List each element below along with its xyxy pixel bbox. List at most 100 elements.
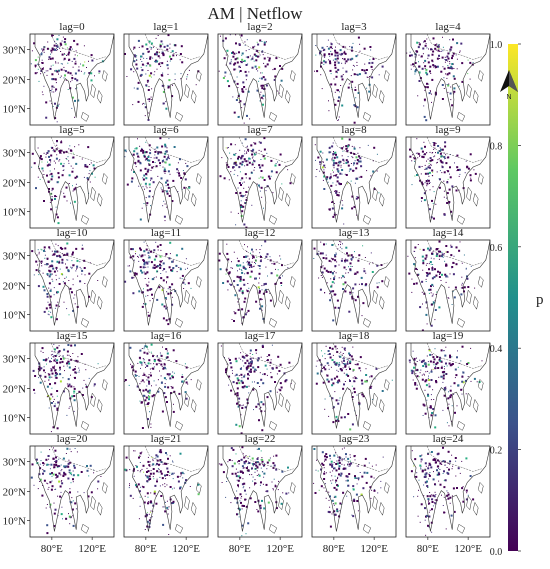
panel-label: lag=11	[151, 227, 181, 239]
island-outline	[96, 398, 103, 413]
map-panel: lag=0 30°N 20°N 10°N	[3, 21, 115, 126]
island-outline	[383, 275, 390, 288]
border-line	[50, 343, 106, 369]
border-line	[144, 240, 200, 266]
panel-label: lag=7	[247, 124, 273, 136]
map-panel: lag=1	[123, 21, 209, 126]
y-tick-label: 20°N	[3, 75, 26, 87]
island-outline	[278, 495, 284, 511]
colorbar-tick-label: 0.8	[490, 141, 503, 152]
island-outline	[362, 317, 372, 328]
island-outline	[190, 398, 197, 413]
island-outline	[372, 495, 378, 511]
panel-frame	[123, 33, 209, 126]
p-value-pixels	[218, 446, 290, 537]
island-outline	[466, 186, 472, 202]
island-outline	[472, 89, 479, 104]
island-outline	[278, 186, 284, 202]
island-outline	[284, 192, 291, 207]
x-tick-label: 120°E	[78, 543, 106, 555]
island-outline	[289, 481, 296, 494]
island-outline	[466, 83, 472, 99]
island-outline	[174, 523, 184, 534]
coastline	[128, 240, 208, 326]
p-value-pixels	[407, 240, 476, 331]
p-value-pixels	[315, 345, 393, 431]
colorbar-tick-label: 0.0	[490, 547, 503, 558]
colorbar-label: p	[536, 292, 544, 308]
island-outline	[456, 523, 466, 534]
panel-frame	[123, 342, 209, 435]
island-outline	[174, 317, 184, 328]
border-line	[332, 240, 388, 266]
panel-frame	[311, 445, 397, 538]
border-line	[426, 34, 482, 60]
p-value-pixels	[220, 344, 292, 434]
island-outline	[466, 392, 472, 408]
panel-label: lag=20	[57, 433, 88, 445]
coastline	[128, 446, 208, 532]
island-outline	[268, 111, 278, 122]
y-tick-label: 20°N	[3, 281, 26, 293]
island-outline	[190, 89, 197, 104]
island-outline	[184, 392, 190, 408]
border-line	[50, 446, 106, 472]
island-outline	[278, 83, 284, 99]
coastline	[316, 240, 396, 326]
island-outline	[195, 69, 202, 82]
panel-frame	[123, 136, 209, 229]
border-line	[238, 446, 294, 472]
map-panel: lag=20 30°N 20°N 10°N 80°E 120°E	[3, 433, 115, 555]
map-panel: lag=5 30°N 20°N 10°N	[3, 124, 115, 229]
panel-label: lag=24	[433, 433, 464, 445]
island-outline	[90, 495, 96, 511]
panel-label: lag=12	[245, 227, 276, 239]
colorbar-tick-label: 0.4	[490, 344, 503, 355]
p-value-pixels	[30, 34, 104, 123]
panel-frame	[29, 33, 115, 126]
island-outline	[466, 495, 472, 511]
panel-frame	[217, 342, 303, 435]
y-tick-label: 30°N	[3, 44, 26, 56]
island-outline	[383, 69, 390, 82]
coastline	[34, 240, 114, 326]
map-panel: lag=12	[217, 227, 303, 332]
island-outline	[284, 89, 291, 104]
panel-label: lag=6	[153, 124, 179, 136]
p-value-pixels	[124, 343, 192, 429]
border-line	[332, 34, 388, 60]
panel-label: lag=3	[341, 21, 367, 33]
panel-label: lag=8	[341, 124, 367, 136]
figure-title: AM | Netflow	[207, 4, 303, 23]
coastline	[222, 137, 302, 223]
island-outline	[195, 172, 202, 185]
y-tick-label: 20°N	[3, 384, 26, 396]
x-tick-label: 80°E	[41, 543, 63, 555]
island-outline	[456, 214, 466, 225]
island-outline	[80, 317, 90, 328]
y-tick-label: 10°N	[3, 413, 26, 425]
border-line	[332, 137, 388, 163]
p-value-pixels	[219, 137, 292, 228]
island-outline	[268, 420, 278, 431]
p-value-pixels	[218, 240, 289, 324]
panel-frame	[311, 136, 397, 229]
p-value-pixels	[124, 34, 200, 121]
map-panel: lag=4	[405, 21, 491, 126]
island-outline	[362, 420, 372, 431]
island-outline	[195, 481, 202, 494]
island-outline	[268, 317, 278, 328]
island-outline	[90, 289, 96, 305]
map-panel: lag=10 30°N 20°N 10°N	[3, 227, 115, 332]
island-outline	[472, 192, 479, 207]
island-outline	[184, 495, 190, 511]
island-outline	[284, 501, 291, 516]
x-tick-label: 120°E	[454, 543, 482, 555]
island-outline	[190, 501, 197, 516]
panel-frame	[405, 239, 491, 332]
colorbar-tick-label: 1.0	[490, 40, 503, 51]
island-outline	[96, 501, 103, 516]
island-outline	[472, 295, 479, 310]
island-outline	[378, 501, 385, 516]
